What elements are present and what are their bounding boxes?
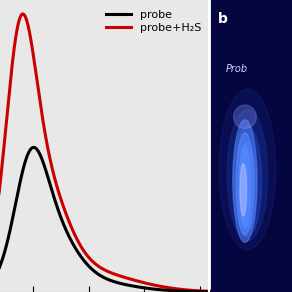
probe xyxy=(32,146,36,149)
probe xyxy=(188,290,192,292)
probe xyxy=(220,290,224,292)
probe xyxy=(164,288,168,292)
Ellipse shape xyxy=(233,126,262,237)
probe+H₂S xyxy=(21,12,25,16)
Ellipse shape xyxy=(240,164,246,216)
Ellipse shape xyxy=(219,89,276,250)
probe+H₂S xyxy=(129,277,133,281)
probe xyxy=(129,284,133,287)
probe+H₂S xyxy=(164,286,168,289)
probe+H₂S xyxy=(123,276,126,279)
probe+H₂S xyxy=(188,288,192,292)
Text: b: b xyxy=(217,12,227,26)
Ellipse shape xyxy=(236,133,254,235)
Ellipse shape xyxy=(227,110,268,241)
Legend: probe, probe+H₂S: probe, probe+H₂S xyxy=(102,6,205,38)
Ellipse shape xyxy=(234,105,256,128)
probe xyxy=(1,255,5,258)
probe xyxy=(136,285,140,288)
Line: probe+H₂S: probe+H₂S xyxy=(0,14,222,292)
probe+H₂S xyxy=(136,279,140,283)
probe xyxy=(123,283,126,286)
Ellipse shape xyxy=(239,146,251,228)
probe+H₂S xyxy=(220,290,224,292)
Text: Prob: Prob xyxy=(225,64,248,74)
Ellipse shape xyxy=(239,143,256,231)
Line: probe: probe xyxy=(0,147,222,292)
Ellipse shape xyxy=(233,120,257,242)
probe+H₂S xyxy=(1,153,5,156)
